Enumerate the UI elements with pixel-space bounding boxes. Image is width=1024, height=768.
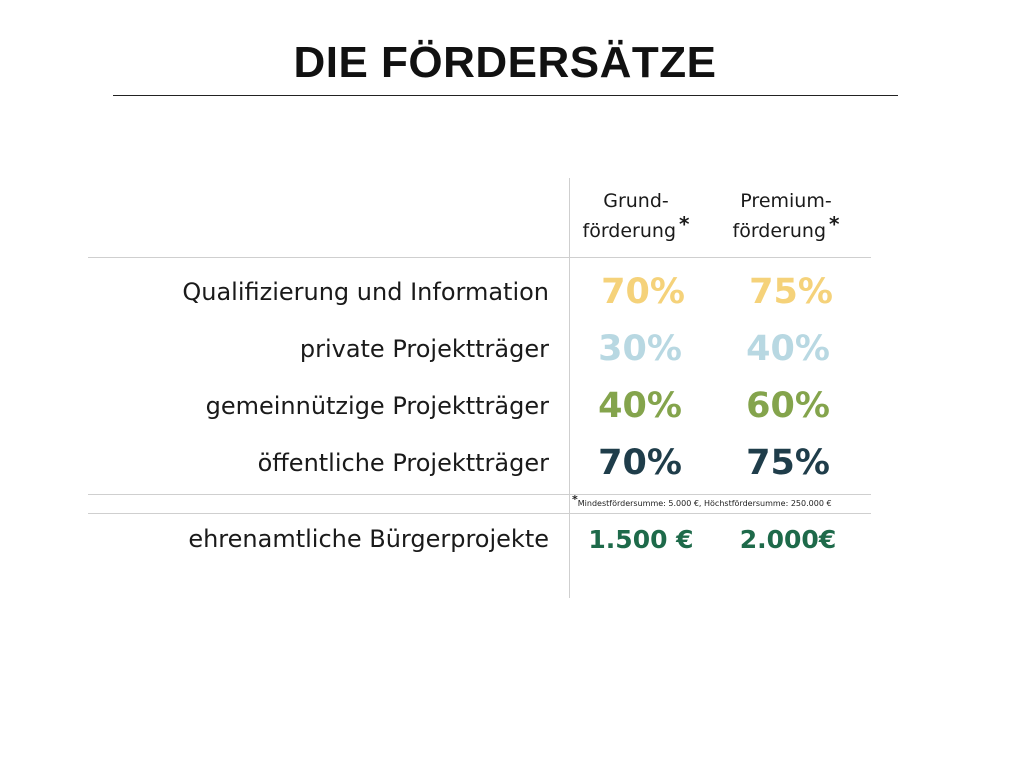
rate-premium-private: 40% [746,329,830,369]
footnote-top-divider [88,494,871,495]
footnote-text: Mindestfördersumme: 5.000 €, Höchstförde… [577,499,832,508]
header-divider [88,257,871,258]
row-label-gemeinnuetzig: gemeinnützige Projektträger [205,392,549,420]
column-header-line1: Grund- [603,190,669,212]
rate-premium-gemeinnuetzig: 60% [746,386,830,426]
row-label-qualifizierung: Qualifizierung und Information [182,278,549,306]
footnote-asterisk: * [572,493,578,506]
page-title: DIE FÖRDERSÄTZE [293,38,717,87]
footnote-bottom-divider [88,513,871,514]
table-column-divider [569,178,570,598]
rate-premium-oeffentlich: 75% [746,443,830,483]
title-underline [113,95,898,96]
rate-grund-private: 30% [598,329,682,369]
column-header-line2: förderung [582,220,677,242]
row-label-private: private Projektträger [299,335,549,363]
row-label-ehrenamtlich: ehrenamtliche Bürgerprojekte [188,525,549,553]
amount-premium-ehrenamtlich: 2.000€ [739,525,837,554]
column-header-line2: förderung [732,220,827,242]
rate-grund-gemeinnuetzig: 40% [598,386,682,426]
asterisk-marker: * [679,212,690,236]
rate-premium-qualifizierung: 75% [749,272,833,312]
footnote: *Mindestfördersumme: 5.000 €, Höchstförd… [572,493,832,509]
asterisk-marker: * [829,212,840,236]
column-header-grundfoerderung: Grund- förderung * [561,187,711,246]
column-header-line1: Premium- [740,190,832,212]
row-label-oeffentlich: öffentliche Projektträger [257,449,549,477]
rate-grund-qualifizierung: 70% [601,272,685,312]
rate-grund-oeffentlich: 70% [598,443,682,483]
amount-grund-ehrenamtlich: 1.500 € [588,525,694,554]
column-header-premiumfoerderung: Premium- förderung * [711,187,861,246]
